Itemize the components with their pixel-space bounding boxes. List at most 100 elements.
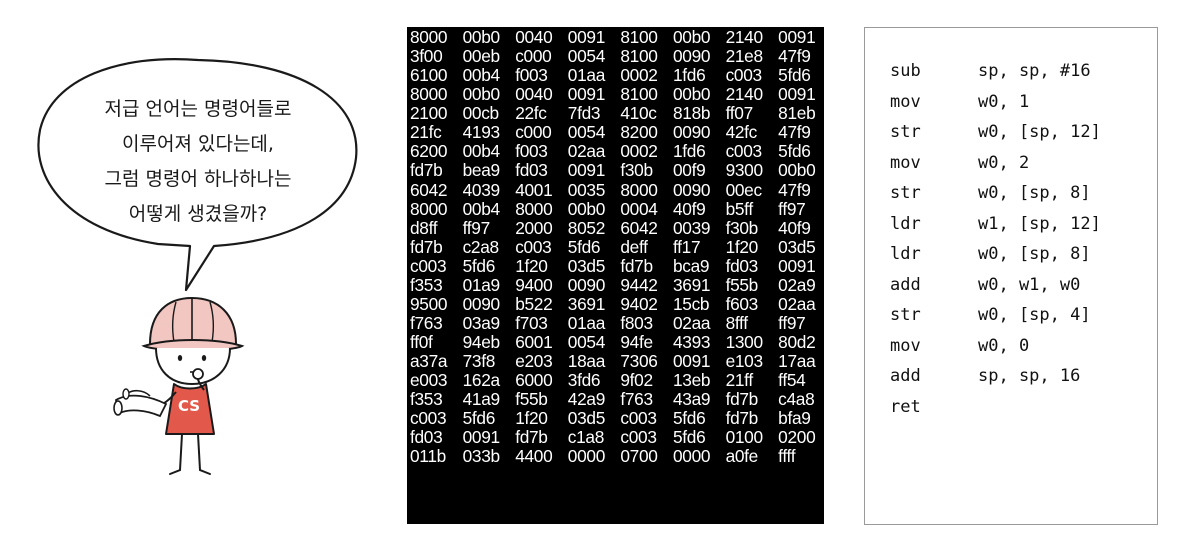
hex-word: 8000 xyxy=(410,198,448,219)
hex-row: f353 41a9 f55b 42a9 f763 43a9 fd7b c4a8 xyxy=(410,390,824,409)
hex-word: 01aa xyxy=(567,65,606,86)
hex-row: e003 162a 6000 3fd6 9f02 13eb 21ff ff54 xyxy=(410,371,824,390)
hex-word: 01a9 xyxy=(462,274,501,295)
opcode: ret xyxy=(890,396,921,417)
hex-word: 00ec xyxy=(725,179,763,200)
hex-word: f55b xyxy=(515,389,548,410)
hex-word: 00b0 xyxy=(462,84,501,105)
opcode: str xyxy=(890,183,921,203)
hex-row: fd7b bea9 fd03 0091 f30b 00f9 9300 00b0 xyxy=(410,161,824,180)
assembly-line: sub sp, sp, #16 xyxy=(890,56,1101,87)
hex-row: 8000 00b4 8000 00b0 0004 40f9 b5ff ff97 xyxy=(410,198,824,219)
hex-row: ff0f 94eb 6001 0054 94fe 4393 1300 80d2 xyxy=(410,333,824,352)
hex-word: a0fe xyxy=(725,446,759,467)
hex-word: fd7b xyxy=(725,389,759,410)
hex-word: 410c xyxy=(620,103,657,124)
hex-word: c003 xyxy=(410,255,447,276)
hex-word: 21e8 xyxy=(725,46,764,67)
opcode: add xyxy=(890,274,921,295)
hex-word: 818b xyxy=(672,103,711,124)
hex-word: 7fd3 xyxy=(567,103,601,124)
hex-word: 21ff xyxy=(725,370,754,391)
hex-word: 162a xyxy=(462,370,501,391)
hex-word: ffff xyxy=(778,446,796,467)
opcode: sub xyxy=(890,61,921,81)
hex-word: c003 xyxy=(725,141,763,162)
hex-word: 8200 xyxy=(620,122,658,143)
hex-word: 9f02 xyxy=(620,370,653,391)
hex-word: c2a8 xyxy=(462,236,500,257)
hex-word: 4001 xyxy=(515,179,553,200)
assembly-line: add sp, sp, 16 xyxy=(890,361,1101,392)
assembly-rows: sub sp, sp, #16 mov w0, 1 str w0, [sp, 12] mov… xyxy=(890,56,1101,422)
hex-word: deff xyxy=(620,236,648,257)
hex-word: 0090 xyxy=(672,46,711,67)
assembly-line: str w0, [sp, 4] xyxy=(890,300,1101,331)
hex-word: 3fd6 xyxy=(567,370,601,391)
opcode: ldr xyxy=(890,244,921,264)
hex-word: 0100 xyxy=(725,427,764,448)
hex-word: fd03 xyxy=(515,160,548,181)
hex-word: 3f00 xyxy=(410,46,443,67)
hex-row: 21fc 4193 c000 0054 8200 0090 42fc 47f9 xyxy=(410,123,824,142)
hex-word: 42fc xyxy=(725,122,758,143)
hex-word: ff0f xyxy=(410,332,433,352)
hex-word: 0091 xyxy=(567,84,606,105)
hex-word: 2140 xyxy=(725,27,764,47)
machine-code-hex-dump: 8000 00b0 0040 0091 8100 00b0 2140 0091 3f00 00eb… xyxy=(407,27,824,524)
hex-word: ff07 xyxy=(725,103,754,124)
hex-word: 0004 xyxy=(620,198,658,219)
hex-word: 01aa xyxy=(567,312,606,333)
hex-word: 8052 xyxy=(567,217,606,238)
hex-row: 3f00 00eb c000 0054 8100 0090 21e8 47f9 xyxy=(410,47,824,66)
hex-word: 8000 xyxy=(410,84,448,105)
hex-word: 0091 xyxy=(567,27,606,47)
hex-word: 0091 xyxy=(567,160,606,181)
hex-word: fd7b xyxy=(410,236,443,257)
assembly-line: ldr w0, [sp, 8] xyxy=(890,239,1101,270)
hex-word: 6200 xyxy=(410,141,448,162)
hex-word: 0091 xyxy=(778,255,816,276)
hex-word: 3691 xyxy=(567,293,606,314)
hex-word: 00b0 xyxy=(672,27,711,47)
hex-word: 0035 xyxy=(567,179,606,200)
hex-word: 0091 xyxy=(462,427,501,448)
assembly-line: mov w0, 2 xyxy=(890,148,1101,179)
hex-row: c003 5fd6 1f20 03d5 fd7b bca9 fd03 0091 xyxy=(410,255,824,276)
hex-word: 8100 xyxy=(620,84,658,105)
hex-word: b522 xyxy=(515,293,553,314)
hex-word: 0090 xyxy=(672,179,711,200)
hex-word: f30b xyxy=(725,217,759,238)
hex-word: 0091 xyxy=(778,27,816,47)
hex-word: 8100 xyxy=(620,46,658,67)
hex-word: 02aa xyxy=(672,312,711,333)
hex-word: 9442 xyxy=(620,274,658,295)
opcode: ldr xyxy=(890,213,921,234)
hex-word: 80d2 xyxy=(778,332,816,352)
hex-word: ff97 xyxy=(462,217,491,238)
hex-word: 0200 xyxy=(778,427,816,448)
hex-word: 6000 xyxy=(515,370,553,391)
hex-word: 4393 xyxy=(672,332,711,352)
hex-word: c003 xyxy=(725,65,763,86)
hex-word: bca9 xyxy=(672,255,710,276)
hex-word: f003 xyxy=(515,141,548,162)
assembly-line: str w0, [sp, 12] xyxy=(890,117,1101,148)
blueprint-roll-icon xyxy=(113,388,168,418)
hex-row: 6042 4039 4001 0035 8000 0090 00ec 47f9 xyxy=(410,179,824,200)
hex-word: 00b0 xyxy=(778,160,816,181)
hex-word: 8000 xyxy=(620,179,658,200)
speech-bubble-text: 저급 언어는 명령어들로 이루어져 있다는데, 그럼 명령어 하나하나는 어떻게… xyxy=(62,92,334,232)
hex-word: 6042 xyxy=(620,217,658,238)
hex-word: c1a8 xyxy=(567,427,605,448)
hex-word: f55b xyxy=(725,274,759,295)
hex-word: 5fd6 xyxy=(567,236,601,257)
hex-word: c003 xyxy=(410,408,447,429)
hex-word: ff17 xyxy=(672,236,701,257)
hex-word: f763 xyxy=(410,312,443,333)
hex-word: d8ff xyxy=(410,217,438,238)
hex-row: f353 01a9 9400 0090 9442 3691 f55b 02a9 xyxy=(410,274,824,295)
hex-word: e103 xyxy=(725,351,764,372)
hex-word: c003 xyxy=(620,408,657,429)
operands: w0, [sp, 4] xyxy=(978,305,1091,325)
